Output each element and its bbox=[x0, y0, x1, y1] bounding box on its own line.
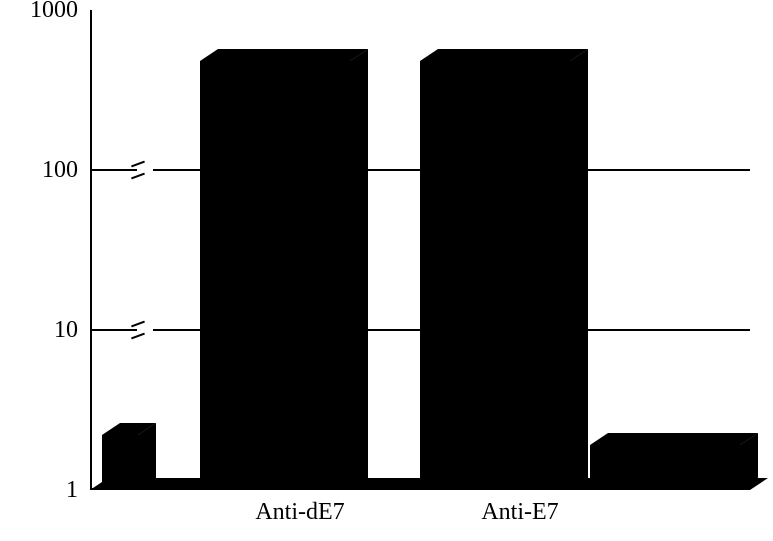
plot-area bbox=[90, 10, 750, 490]
y-tick-label: 100 bbox=[42, 158, 78, 182]
bar-3d-faces bbox=[590, 433, 759, 490]
axis-break-icon bbox=[137, 164, 153, 176]
bar-3d-faces bbox=[200, 49, 369, 490]
x-tick-label: Anti-E7 bbox=[481, 500, 558, 524]
bar-chart: 1 10 100 1000 Anti-dE7 Anti-E7 bbox=[0, 0, 773, 541]
y-tick-label: 10 bbox=[54, 318, 78, 342]
y-tick-label: 1 bbox=[66, 478, 78, 502]
y-tick-label: 1000 bbox=[30, 0, 78, 22]
bar-3d-faces bbox=[102, 423, 157, 490]
bar-3d-faces bbox=[420, 49, 589, 490]
x-tick-label: Anti-dE7 bbox=[255, 500, 344, 524]
y-axis bbox=[90, 10, 92, 490]
axis-break-icon bbox=[137, 324, 153, 336]
